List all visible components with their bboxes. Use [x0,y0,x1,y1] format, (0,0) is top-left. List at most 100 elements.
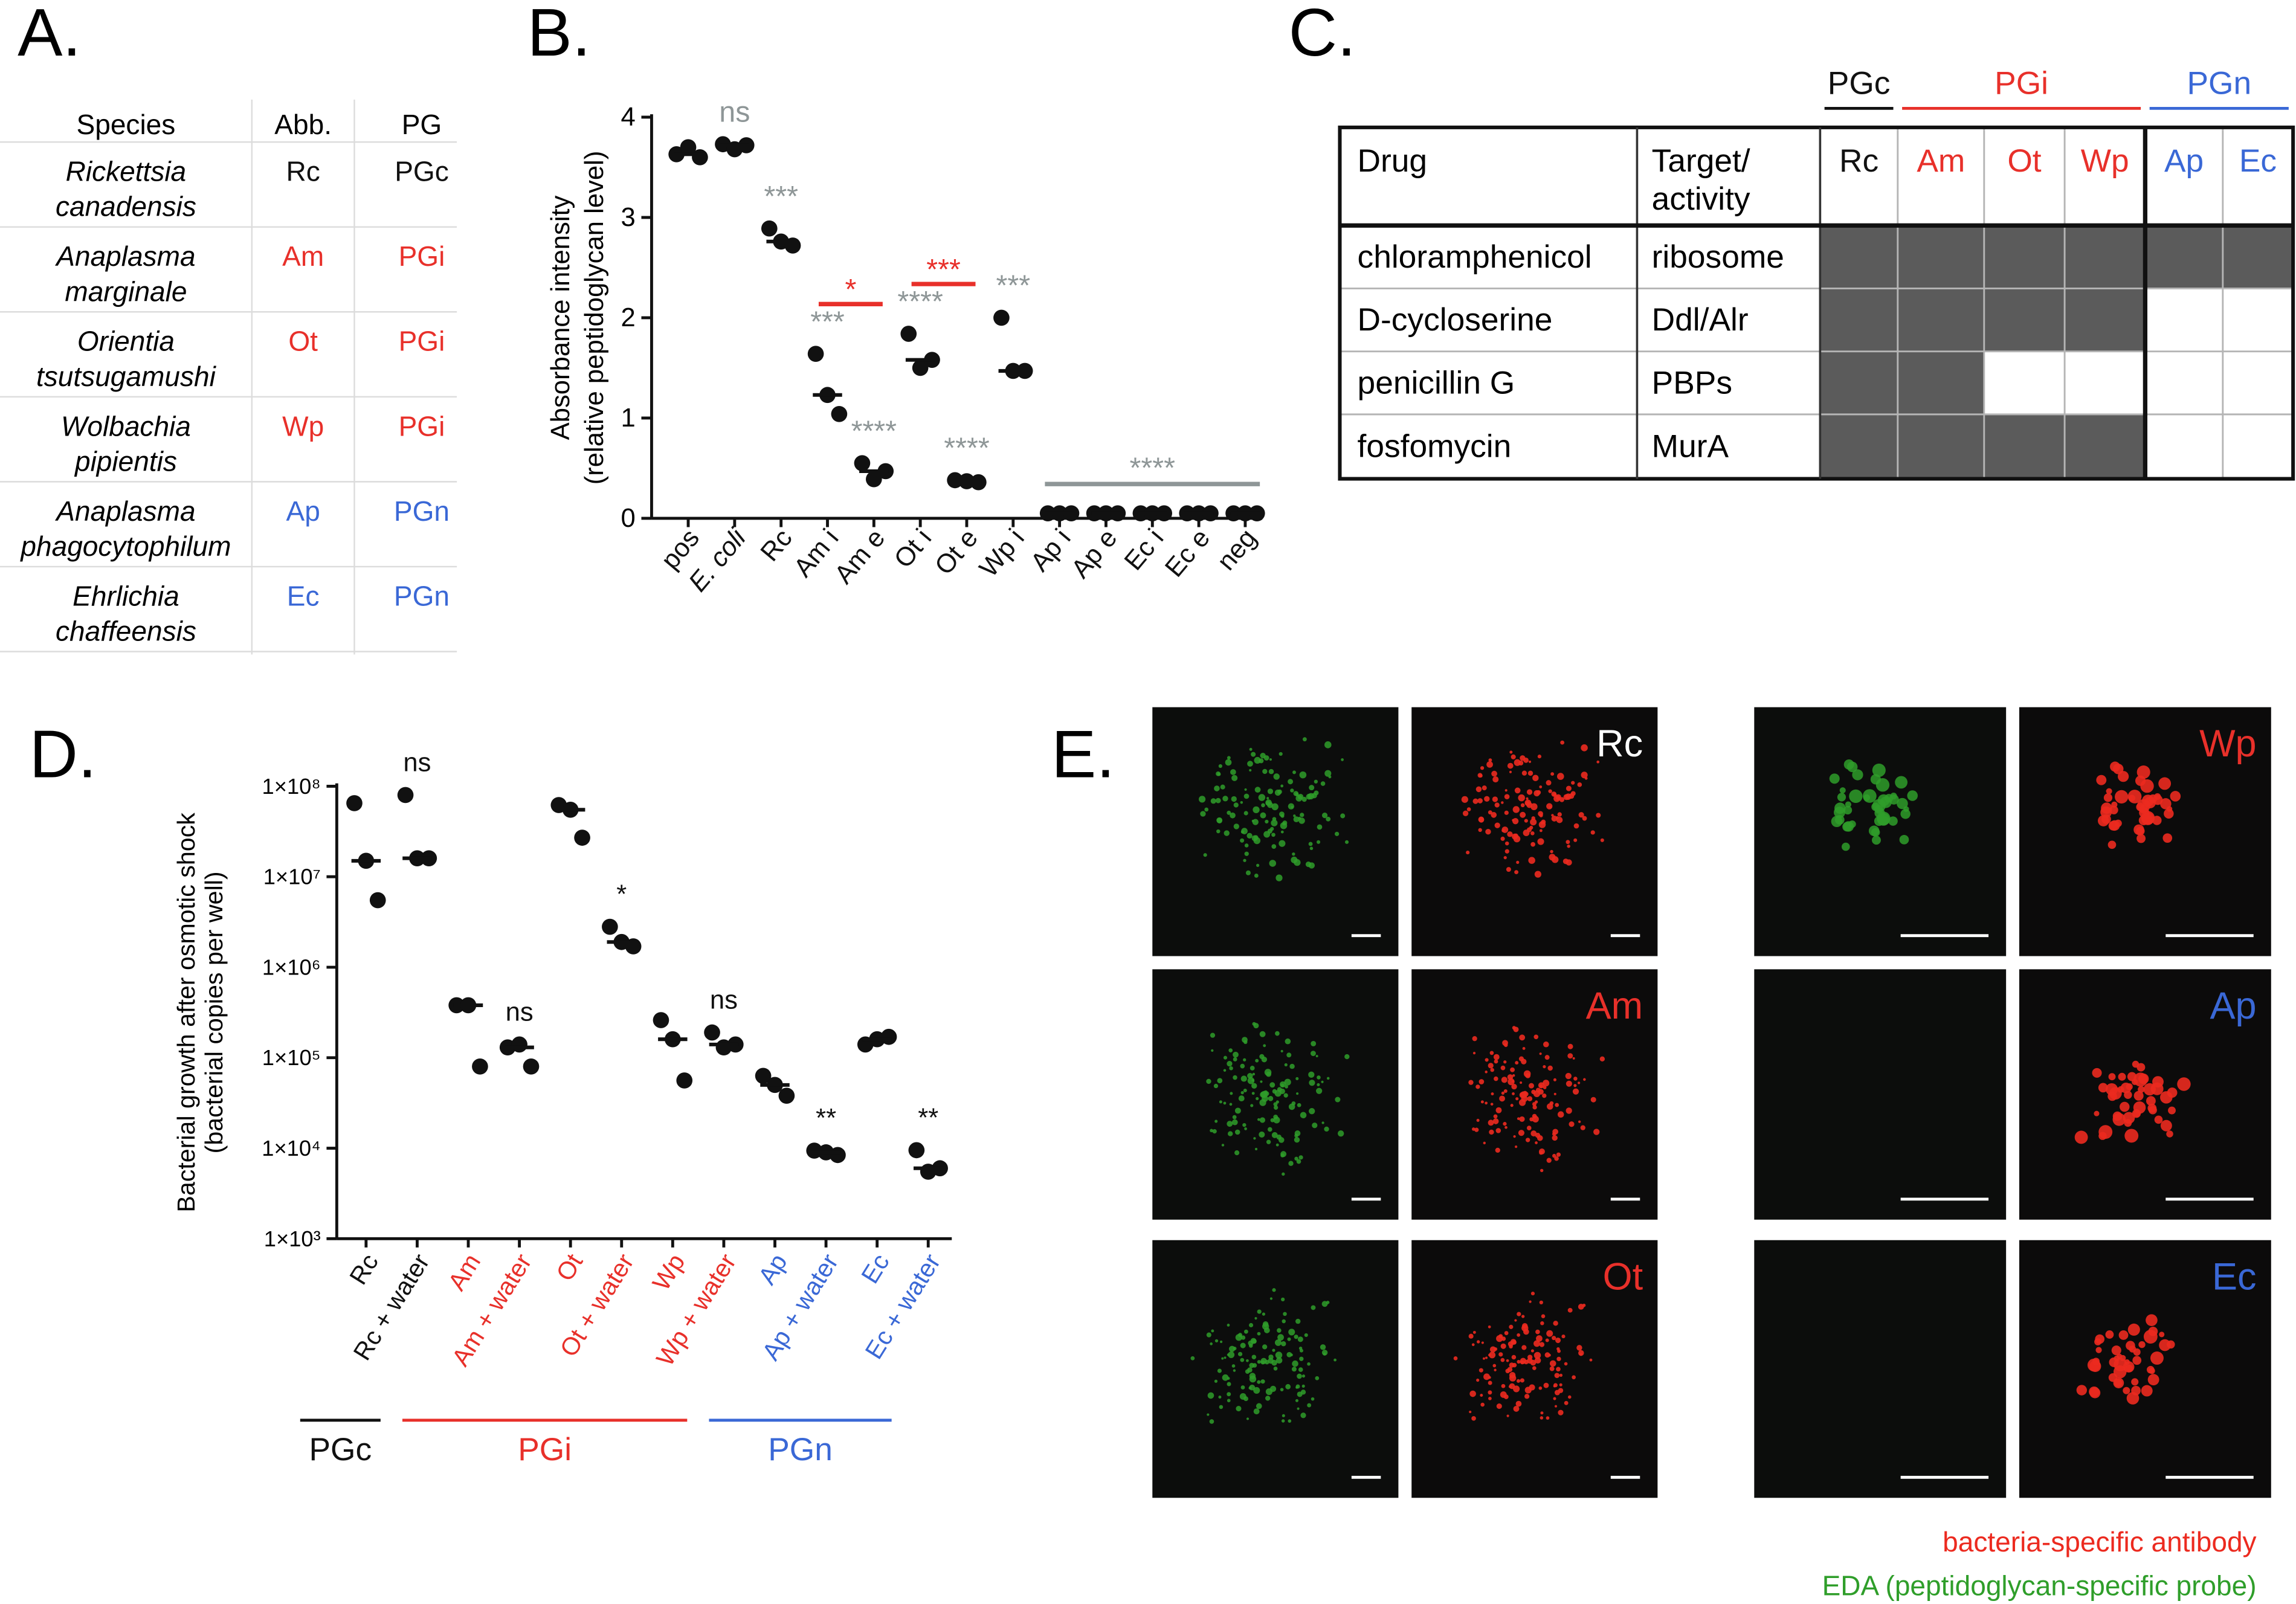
antibody-signal [1529,1117,1534,1122]
eda-signal [1903,806,1909,812]
eda-signal [1300,1112,1307,1119]
antibody-signal [1494,1059,1498,1064]
antibody-signal [2177,1077,2191,1091]
eda-signal [1215,797,1221,804]
antibody-signal [1549,1360,1556,1367]
antibody-signal [1488,1353,1491,1357]
antibody-signal [1506,1414,1509,1417]
eda-signal [1280,1388,1284,1391]
antibody-signal [1528,760,1532,763]
antibody-signal [1567,1395,1572,1399]
y-axis-label: Absorbance intensity [546,195,575,440]
antibody-signal [2166,1130,2173,1138]
eda-signal [1260,1080,1263,1083]
antibody-signal [1525,1072,1531,1078]
eda-signal [1293,791,1299,796]
significance: ** [918,1104,938,1133]
eda-signal [1240,1075,1247,1082]
antibody-signal [2139,805,2148,814]
antibody-signal [1491,770,1497,777]
eda-signal [1279,752,1283,756]
antibody-signal [1539,785,1543,788]
micrograph [2019,1240,2271,1498]
antibody-signal [2089,1386,2100,1397]
antibody-signal [1553,795,1561,802]
antibody-signal [1509,750,1513,754]
eda-signal [1242,1122,1246,1127]
eda-signal [1871,828,1880,837]
eda-signal [1829,773,1840,784]
antibody-signal [1567,1043,1573,1049]
eda-signal [1228,1351,1235,1358]
antibody-signal [1539,1342,1545,1347]
eda-signal [1219,1100,1222,1104]
antibody-signal [2123,1387,2130,1394]
antibody-signal [1471,1343,1475,1347]
eda-signal [1223,1069,1227,1072]
antibody-signal [1530,842,1536,847]
eda-signal [1900,809,1911,819]
eda-signal [1261,803,1265,808]
inhibition-cell [2222,351,2294,414]
antibody-signal [2154,793,2161,800]
antibody-signal [1510,1104,1514,1107]
eda-signal [1285,1383,1291,1390]
significance: * [616,880,627,909]
eda-signal [1310,1051,1316,1057]
antibody-signal [1526,797,1529,800]
eda-signal [1234,1129,1240,1135]
inhibition-cell [2145,225,2223,289]
eda-signal [1227,1324,1230,1327]
eda-signal [1341,758,1344,761]
antibody-signal [1513,1135,1516,1138]
eda-signal [1206,1332,1211,1338]
y-tick-label: 1×10⁸ [262,774,321,799]
antibody-signal [2123,1112,2135,1124]
micrograph [2019,969,2271,1220]
eda-signal [1272,1348,1275,1352]
inhibition-cell [2145,414,2223,479]
antibody-signal [1534,871,1541,878]
eda-signal [1227,1353,1230,1356]
data-point [755,1068,772,1084]
antibody-signal [1485,1356,1488,1359]
antibody-signal [1546,1158,1552,1163]
pg-class: PGn [394,580,450,611]
antibody-signal [1533,1351,1541,1359]
antibody-signal [1504,1126,1508,1129]
eda-signal [1294,1130,1301,1136]
data-point [602,918,618,935]
antibody-signal [1584,776,1588,780]
antibody-signal [1531,1089,1536,1095]
antibody-signal [1566,1080,1572,1087]
antibody-signal [1553,1321,1558,1326]
antibody-signal [1533,1034,1539,1040]
antibody-signal [1546,780,1552,786]
eda-signal [1254,787,1261,793]
antibody-signal [1533,1340,1541,1347]
antibody-signal [1514,870,1519,875]
antibody-signal [2098,1132,2107,1140]
eda-signal [1247,761,1253,767]
species-name: pipientis [74,445,177,477]
antibody-signal [2095,1347,2102,1353]
eda-signal [1321,1121,1324,1124]
antibody-signal [1541,1314,1546,1319]
eda-signal [1295,1386,1298,1389]
eda-signal [1214,1119,1218,1123]
eda-signal [1246,1359,1249,1362]
antibody-signal [1512,1362,1517,1368]
antibody-signal [1540,1411,1544,1415]
inhibition-cell [2222,414,2294,479]
antibody-signal [1507,762,1514,769]
inhibition-cell [1820,225,1898,289]
eda-signal [1326,1077,1330,1080]
antibody-signal [1552,1153,1556,1158]
antibody-signal [1578,812,1584,818]
antibody-signal [1501,1091,1505,1095]
species-name: Anaplasma [54,495,195,527]
antibody-signal [1513,835,1521,843]
antibody-signal [1485,1058,1489,1062]
micrograph-label: Rc [1596,723,1643,765]
antibody-signal [1510,1067,1515,1072]
